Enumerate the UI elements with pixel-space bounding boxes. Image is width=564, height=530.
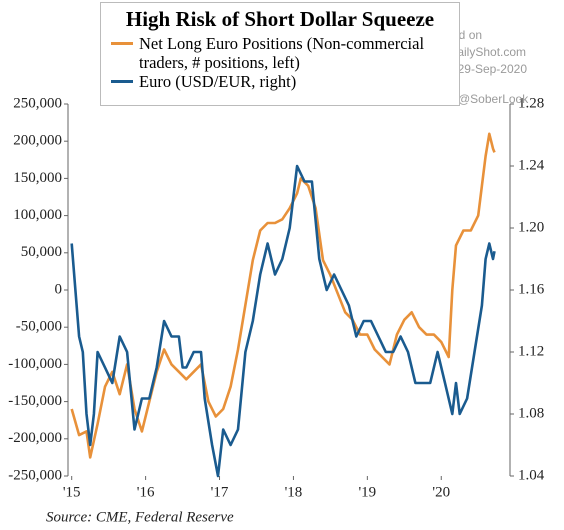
y-tick-label: -150,000 <box>8 393 62 409</box>
x-tick-label: '15 <box>63 484 81 500</box>
y-tick-label: -250,000 <box>8 467 62 483</box>
y-tick-label: 150,000 <box>13 170 62 186</box>
y-tick-label: -50,000 <box>16 319 62 335</box>
legend-swatch <box>111 80 133 83</box>
y-tick-label: 250,000 <box>13 95 62 111</box>
legend-label: Euro (USD/EUR, right) <box>139 72 297 91</box>
x-tick-label: '20 <box>432 484 450 500</box>
y-tick-label: -200,000 <box>8 430 62 446</box>
x-tick-label: '19 <box>358 484 376 500</box>
legend-entry: Euro (USD/EUR, right) <box>111 72 449 91</box>
y-tick-label: 100,000 <box>13 207 62 223</box>
watermark: @SoberLook <box>458 92 529 106</box>
series-line <box>70 132 496 459</box>
legend-entry: Net Long Euro Positions (Non-commercial … <box>111 34 449 72</box>
x-tick-label: '18 <box>285 484 303 500</box>
y2-tick-label: 1.20 <box>518 219 544 235</box>
y-tick-label: 200,000 <box>13 133 62 149</box>
y2-tick-label: 1.24 <box>518 157 545 173</box>
legend-swatch <box>111 42 133 45</box>
legend-label: Net Long Euro Positions (Non-commercial … <box>139 34 425 72</box>
series-line <box>70 164 496 478</box>
y2-tick-label: 1.12 <box>518 343 544 359</box>
watermark: 29-Sep-2020 <box>458 62 528 76</box>
y2-tick-label: 1.16 <box>518 281 545 297</box>
x-tick-label: '16 <box>137 484 155 500</box>
legend: High Risk of Short Dollar Squeeze Net Lo… <box>100 2 460 106</box>
source: Source: CME, Federal Reserve <box>46 509 234 525</box>
y-tick-label: 50,000 <box>21 244 62 260</box>
y-tick-label: 0 <box>55 281 63 297</box>
y2-tick-label: 1.28 <box>518 95 544 111</box>
y2-tick-label: 1.04 <box>518 467 545 483</box>
y-tick-label: -100,000 <box>8 356 62 372</box>
chart-title: High Risk of Short Dollar Squeeze <box>125 7 435 31</box>
y2-tick-label: 1.08 <box>518 405 544 421</box>
x-tick-label: '17 <box>211 484 229 500</box>
